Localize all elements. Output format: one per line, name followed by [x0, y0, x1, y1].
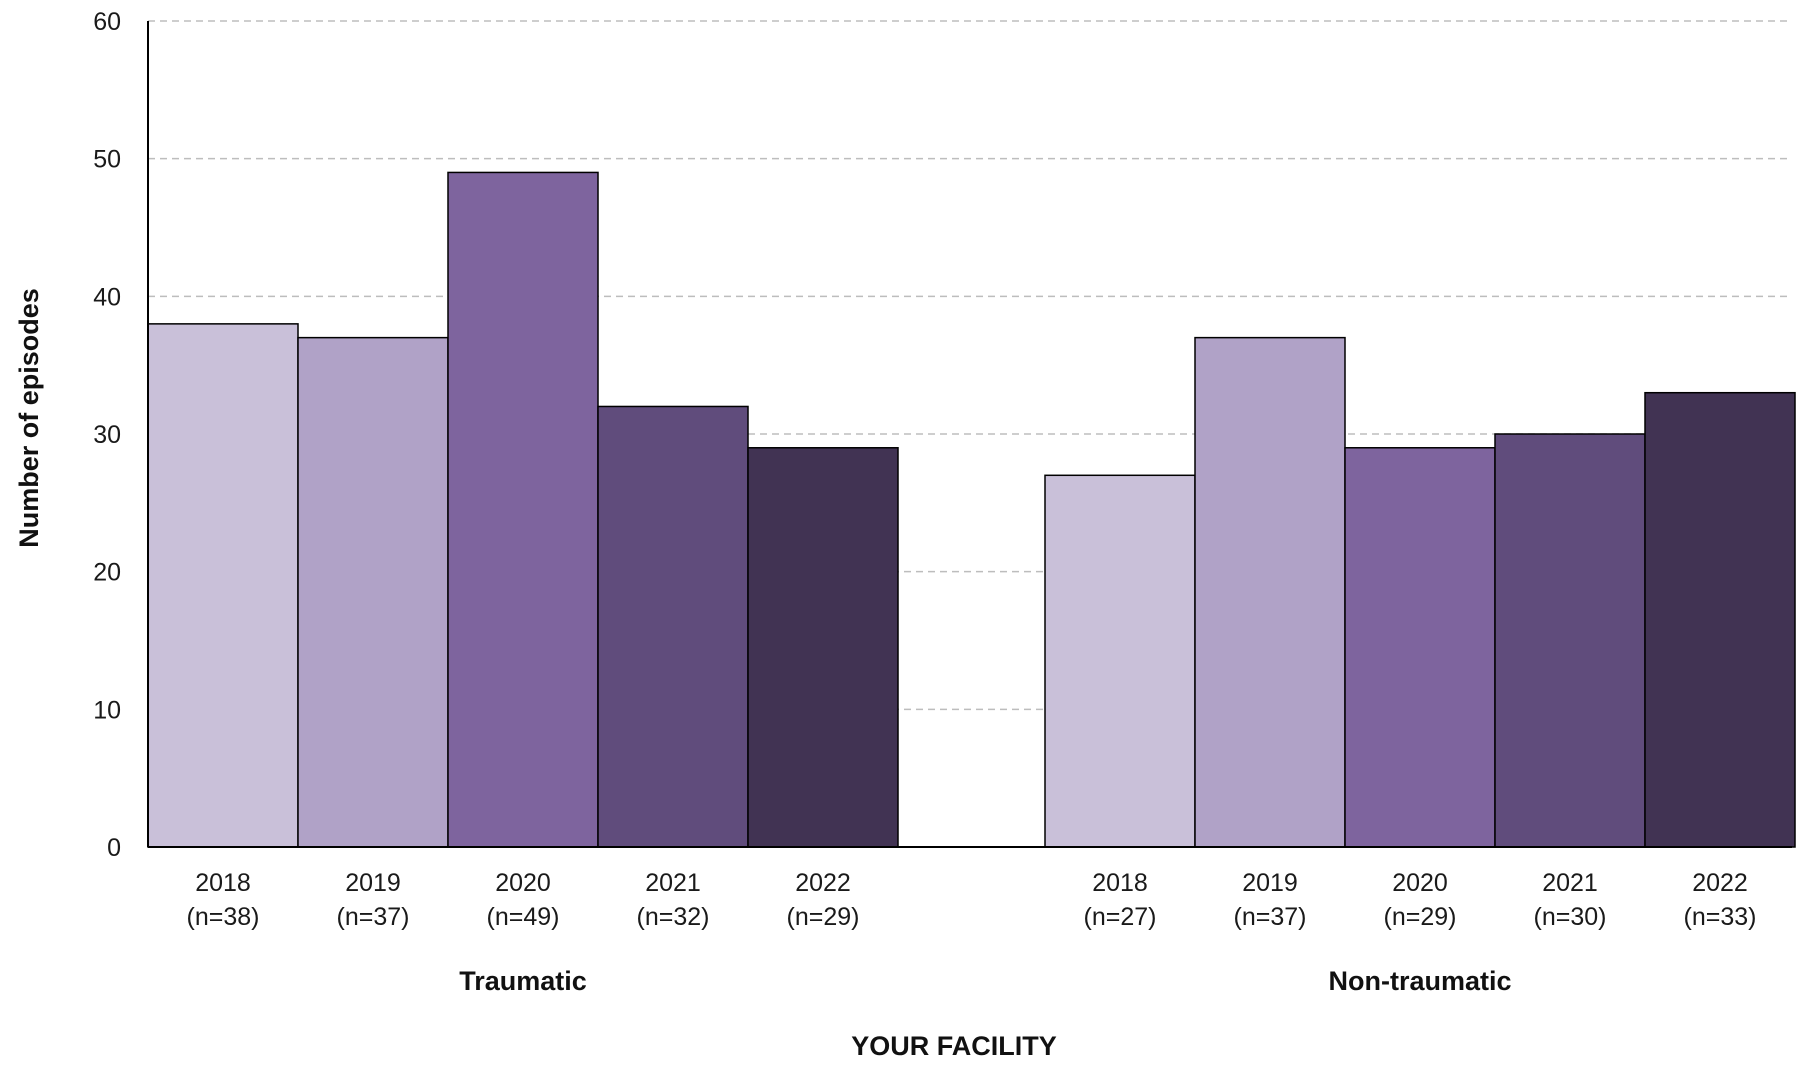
x-tick-count: (n=37): [1234, 903, 1307, 931]
x-tick-year: 2021: [645, 869, 701, 897]
x-tick-year: 2020: [1392, 869, 1448, 897]
x-tick-count: (n=30): [1534, 903, 1607, 931]
bar-traumatic-2020: [447, 171, 599, 848]
group-label-traumatic: Traumatic: [459, 966, 587, 996]
x-axis-title: YOUR FACILITY: [851, 1031, 1057, 1061]
x-tick-count: (n=33): [1684, 903, 1757, 931]
y-axis-title: Number of episodes: [14, 288, 44, 548]
bar-traumatic-2021: [597, 405, 749, 848]
x-tick-year: 2022: [1692, 869, 1748, 897]
y-tick-label: 40: [93, 283, 121, 311]
x-tick-year: 2021: [1542, 869, 1598, 897]
y-tick-label: 50: [93, 146, 121, 174]
labels: 0 10 20 30 40 50 60 2018 (n=38) 2019 (n=37) 2020 (n=…: [93, 8, 1756, 996]
x-tick-count: (n=37): [337, 903, 410, 931]
bar-non-traumatic-2019: [1194, 336, 1346, 848]
group-label-non-traumatic: Non-traumatic: [1328, 966, 1511, 996]
bar-traumatic-2022: [747, 447, 899, 848]
x-tick-year: 2022: [795, 869, 851, 897]
x-tick-count: (n=49): [487, 903, 560, 931]
x-tick-year: 2019: [345, 869, 401, 897]
x-tick-year: 2020: [495, 869, 551, 897]
x-tick-year: 2018: [195, 869, 251, 897]
x-tick-count: (n=32): [637, 903, 710, 931]
x-tick-year: 2019: [1242, 869, 1298, 897]
bar-non-traumatic-2022: [1644, 391, 1796, 848]
x-tick-count: (n=27): [1084, 903, 1157, 931]
x-tick-count: (n=29): [1384, 903, 1457, 931]
axes: [147, 21, 1792, 848]
y-tick-label: 10: [93, 696, 121, 724]
bar-non-traumatic-2018: [1044, 474, 1196, 848]
y-tick-label: 30: [93, 421, 121, 449]
x-tick-year: 2018: [1092, 869, 1148, 897]
bar-traumatic-2018: [147, 323, 299, 848]
x-tick-count: (n=29): [787, 903, 860, 931]
y-tick-label: 20: [93, 559, 121, 587]
y-tick-label: 60: [93, 8, 121, 36]
bar-non-traumatic-2021: [1494, 433, 1646, 848]
bar-traumatic-2019: [297, 336, 449, 848]
bars: [147, 171, 1796, 848]
bar-non-traumatic-2020: [1344, 447, 1496, 848]
y-tick-label: 0: [107, 834, 121, 862]
x-tick-count: (n=38): [187, 903, 260, 931]
